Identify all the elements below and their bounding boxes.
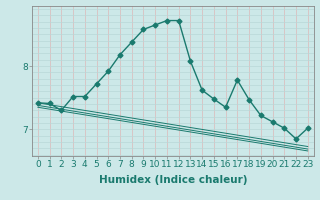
X-axis label: Humidex (Indice chaleur): Humidex (Indice chaleur) xyxy=(99,175,247,185)
